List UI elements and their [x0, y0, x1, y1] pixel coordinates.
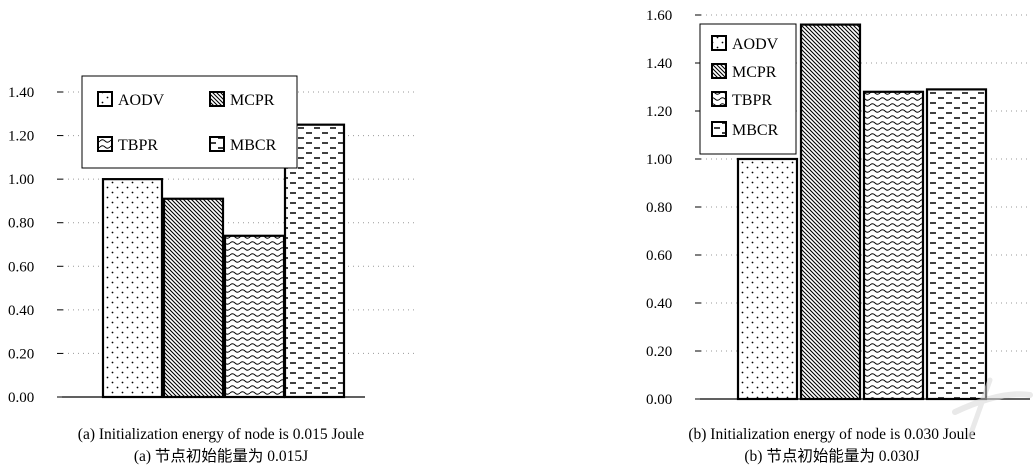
legend-label-tbpr: TBPR [732, 92, 772, 109]
legend-label-aodv: AODV [732, 36, 779, 53]
bar-aodv [101, 178, 164, 399]
y-tick-label: 0.00 [646, 392, 672, 408]
bar-tbpr [223, 234, 286, 399]
legend-swatch-tbpr [97, 136, 113, 152]
y-tick-label: 1.00 [646, 152, 672, 168]
y-tick-label: 0.40 [646, 296, 672, 312]
y-tick-label: 1.20 [8, 129, 34, 145]
legend-label-mbcr: MBCR [732, 122, 779, 139]
chart-b: 0.00 0.20 0.40 0.60 0.80 1.00 1.20 1.40 1.60 AODV… [646, 8, 1030, 408]
legend-label-mcpr: MCPR [732, 64, 777, 81]
y-tick-label: 1.40 [646, 56, 672, 72]
legend-swatch-mbcr [209, 136, 225, 152]
y-tick-label: 1.20 [646, 104, 672, 120]
legend-swatch-aodv [711, 35, 727, 51]
legend-label-tbpr: TBPR [118, 137, 158, 154]
y-tick-label: 1.00 [8, 172, 34, 188]
y-tick-label: 0.80 [646, 200, 672, 216]
chart-a: 0.00 0.20 0.40 0.60 0.80 1.00 1.20 1.40 AODV MCPR… [8, 75, 415, 406]
y-tick-label: 1.40 [8, 85, 34, 101]
caption-a-english: (a) Initialization energy of node is 0.0… [78, 426, 365, 443]
y-tick-label: 0.60 [8, 259, 34, 275]
bar-mcpr [162, 197, 225, 399]
y-tick-label: 0.60 [646, 248, 672, 264]
bar-mbcr [283, 123, 346, 399]
legend-label-mcpr: MCPR [230, 92, 275, 109]
y-tick-label: 0.00 [8, 390, 34, 406]
caption-b-chinese: (b) 节点初始能量为 0.030J [744, 447, 919, 465]
y-tick-label: 0.20 [646, 344, 672, 360]
caption-a-chinese: (a) 节点初始能量为 0.015J [134, 447, 308, 465]
legend-swatch-mcpr [209, 91, 225, 107]
bar-mcpr [799, 23, 862, 401]
legend-swatch-tbpr [711, 91, 727, 107]
y-tick-label: 1.60 [646, 8, 672, 24]
bar-mbcr [925, 88, 988, 401]
legend-swatch-mbcr [711, 121, 727, 137]
legend-box [81, 75, 298, 169]
legend-label-mbcr: MBCR [230, 137, 277, 154]
y-tick-label: 0.40 [8, 303, 34, 319]
y-tick-label: 0.80 [8, 216, 34, 232]
bar-aodv [736, 157, 799, 401]
watermark-icon [952, 377, 1033, 439]
caption-b-english: (b) Initialization energy of node is 0.0… [688, 426, 975, 443]
bar-tbpr [862, 90, 925, 401]
legend-swatch-aodv [97, 91, 113, 107]
y-tick-label: 0.20 [8, 346, 34, 362]
legend-label-aodv: AODV [118, 92, 165, 109]
legend-swatch-mcpr [711, 63, 727, 79]
